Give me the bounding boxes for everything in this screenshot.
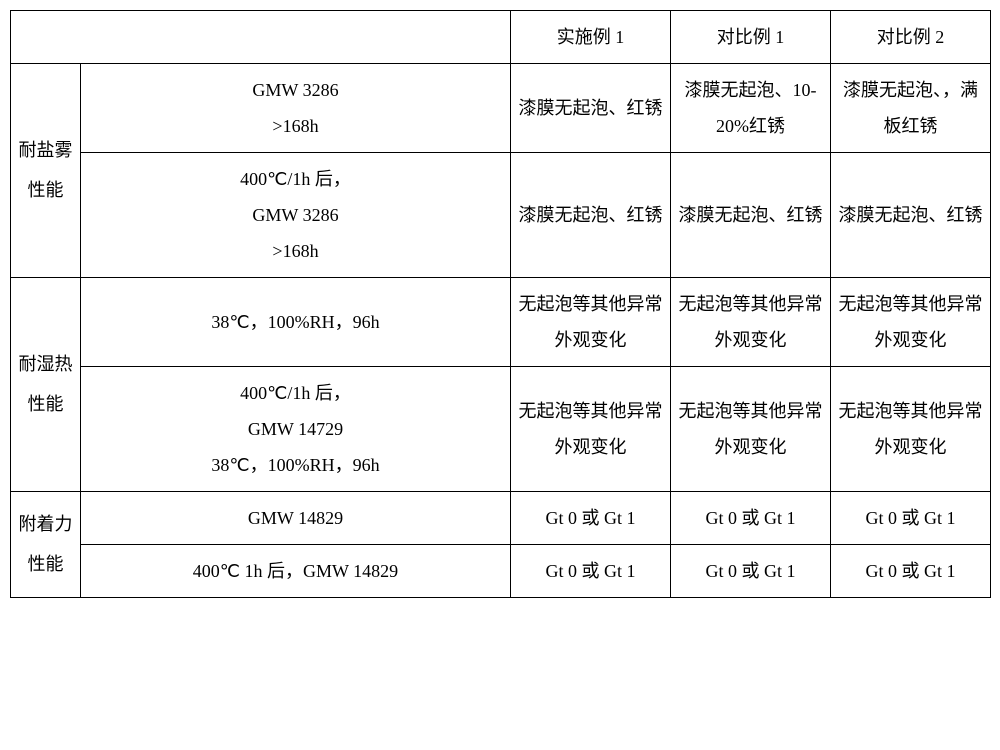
data-cell: Gt 0 或 Gt 1 [511,545,671,598]
data-cell: 无起泡等其他异常外观变化 [831,278,991,367]
condition-cell: GMW 14829 [81,492,511,545]
data-cell: Gt 0 或 Gt 1 [831,492,991,545]
data-cell: 漆膜无起泡、红锈 [671,153,831,278]
condition-cell: GMW 3286>168h [81,64,511,153]
data-cell: 漆膜无起泡、10-20%红锈 [671,64,831,153]
condition-cell: 400℃ 1h 后，GMW 14829 [81,545,511,598]
header-col1: 实施例 1 [511,11,671,64]
group-label: 耐盐雾性能 [11,64,81,278]
data-cell: Gt 0 或 Gt 1 [671,492,831,545]
table-row: 400℃/1h 后，GMW 3286>168h 漆膜无起泡、红锈 漆膜无起泡、红… [11,153,991,278]
table-row: 耐盐雾性能 GMW 3286>168h 漆膜无起泡、红锈 漆膜无起泡、10-20… [11,64,991,153]
table-row: 耐湿热性能 38℃，100%RH，96h 无起泡等其他异常外观变化 无起泡等其他… [11,278,991,367]
condition-cell: 400℃/1h 后，GMW 1472938℃，100%RH，96h [81,367,511,492]
header-col2: 对比例 1 [671,11,831,64]
data-cell: 无起泡等其他异常外观变化 [831,367,991,492]
condition-cell: 38℃，100%RH，96h [81,278,511,367]
data-cell: Gt 0 或 Gt 1 [511,492,671,545]
header-col3: 对比例 2 [831,11,991,64]
data-cell: Gt 0 或 Gt 1 [671,545,831,598]
data-cell: Gt 0 或 Gt 1 [831,545,991,598]
header-row: 实施例 1 对比例 1 对比例 2 [11,11,991,64]
data-cell: 无起泡等其他异常外观变化 [511,367,671,492]
group-label: 耐湿热性能 [11,278,81,492]
performance-table: 实施例 1 对比例 1 对比例 2 耐盐雾性能 GMW 3286>168h 漆膜… [10,10,991,598]
table-row: 附着力性能 GMW 14829 Gt 0 或 Gt 1 Gt 0 或 Gt 1 … [11,492,991,545]
data-cell: 无起泡等其他异常外观变化 [671,278,831,367]
data-cell: 无起泡等其他异常外观变化 [511,278,671,367]
data-cell: 漆膜无起泡、红锈 [511,153,671,278]
table-row: 400℃ 1h 后，GMW 14829 Gt 0 或 Gt 1 Gt 0 或 G… [11,545,991,598]
table-row: 400℃/1h 后，GMW 1472938℃，100%RH，96h 无起泡等其他… [11,367,991,492]
header-blank [11,11,511,64]
data-cell: 漆膜无起泡、红锈 [511,64,671,153]
data-cell: 漆膜无起泡、，满板红锈 [831,64,991,153]
data-cell: 漆膜无起泡、红锈 [831,153,991,278]
data-cell: 无起泡等其他异常外观变化 [671,367,831,492]
condition-cell: 400℃/1h 后，GMW 3286>168h [81,153,511,278]
group-label: 附着力性能 [11,492,81,598]
